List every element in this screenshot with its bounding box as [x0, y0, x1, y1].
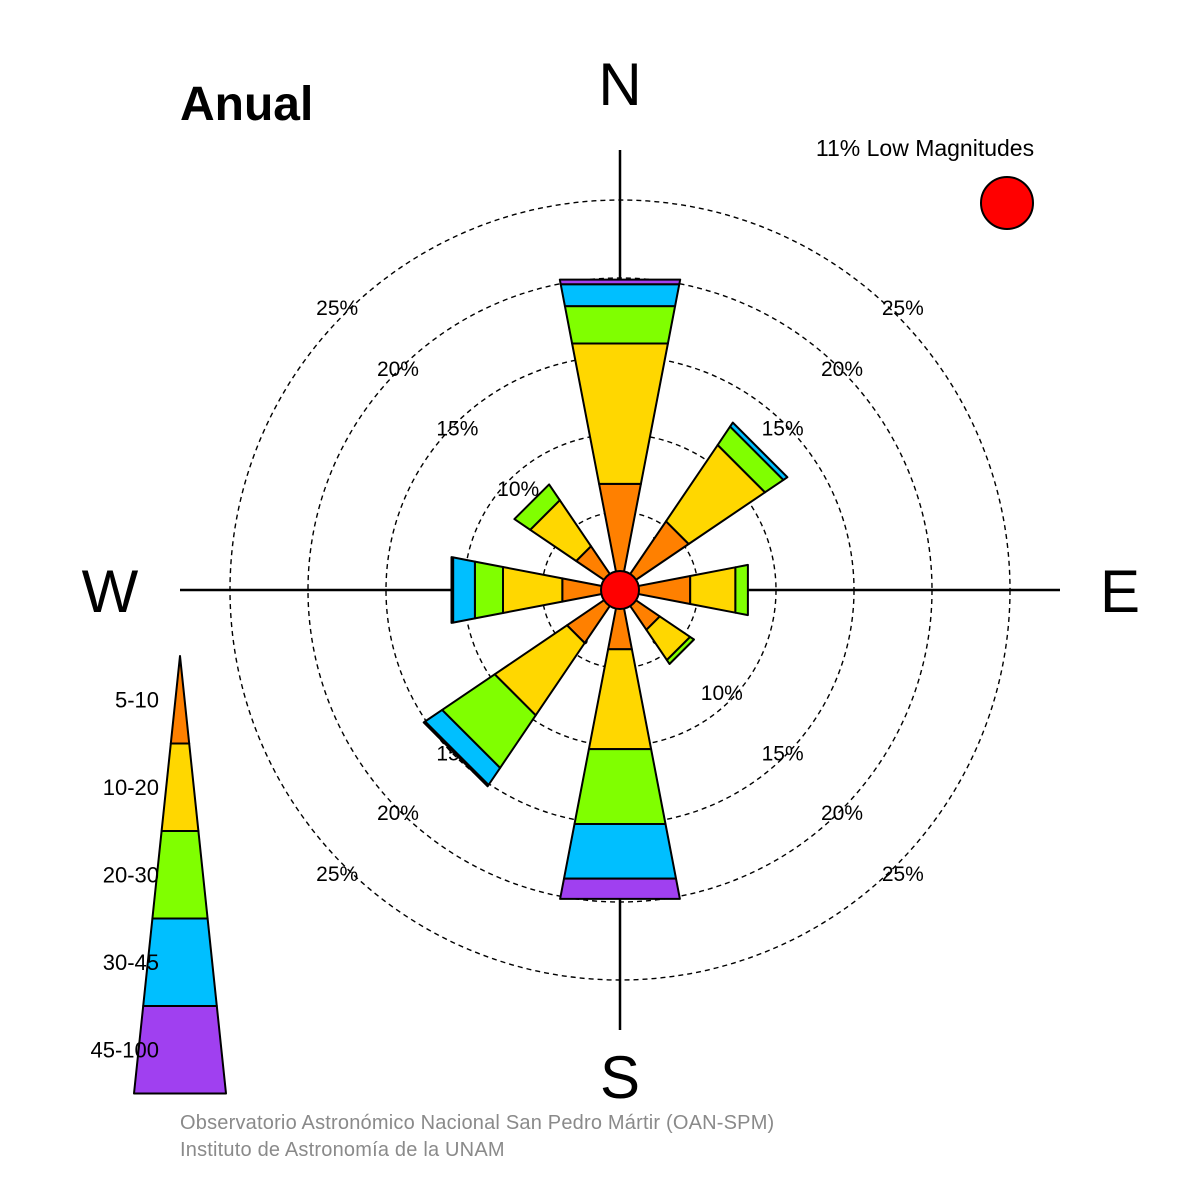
legend-label-10-20: 10-20: [103, 775, 159, 800]
calm-legend-dot: [980, 176, 1034, 230]
calm-label: 11% Low Magnitudes: [816, 135, 1034, 161]
cardinal-east: E: [1100, 558, 1140, 625]
petal-S-20-30: [573, 748, 667, 825]
petal-E-20-30: [734, 563, 749, 617]
credit-line-institute: Instituto de Astronomía de la UNAM: [180, 1139, 505, 1161]
petal-SE-10-20: [645, 615, 692, 662]
ring-label: 15%: [762, 417, 804, 440]
legend-swatch-20-30: [151, 830, 209, 920]
chart-title: Anual: [180, 78, 313, 131]
cardinal-south: S: [600, 1044, 640, 1111]
petal-NW-20-30: [513, 483, 561, 531]
petal-NE-30-45: [729, 421, 789, 481]
cardinal-west: W: [82, 558, 139, 625]
petal-W-10-20: [502, 566, 564, 614]
ring-label: 10%: [701, 682, 743, 705]
ring-label: 20%: [377, 802, 419, 825]
petal-S-30-45: [563, 823, 677, 880]
cardinal-north: N: [598, 51, 641, 118]
petal-S-45-100: [559, 877, 681, 900]
legend-swatch-10-20: [160, 742, 200, 832]
ring-label: 20%: [377, 358, 419, 381]
ring-label: 10%: [497, 478, 539, 501]
legend-label-5-10: 5-10: [115, 688, 159, 713]
speed-legend: 5-10 10-20 20-30 30-45 45-100: [90, 655, 227, 1095]
petal-SW-45-100: [422, 720, 490, 788]
legend-label-20-30: 20-30: [103, 863, 159, 888]
petal-W-45-100: [450, 556, 455, 624]
ring-label: 25%: [316, 863, 358, 886]
ring-label: 15%: [762, 743, 804, 766]
legend-swatch-5-10: [169, 655, 191, 745]
ring-label: 25%: [316, 297, 358, 320]
petal-W-30-45: [452, 556, 476, 624]
legend-label-30-45: 30-45: [103, 950, 159, 975]
petal-N-20-30: [563, 305, 677, 345]
legend-swatch-45-100: [133, 1005, 227, 1095]
ring-label: 15%: [436, 417, 478, 440]
ring-label: 20%: [821, 802, 863, 825]
legend-label-45-100: 45-100: [90, 1038, 159, 1063]
ring-label: 25%: [882, 863, 924, 886]
petal-SE-20-30: [665, 635, 695, 665]
credit-line-observatory: Observatorio Astronómico Nacional San Pe…: [180, 1112, 775, 1134]
petal-E-10-20: [689, 566, 737, 614]
petal-N-10-20: [571, 342, 669, 485]
calm-center-dot: [600, 570, 640, 610]
petal-N-30-45: [559, 283, 681, 308]
ring-label: 25%: [882, 297, 924, 320]
petal-N-45-100: [558, 278, 682, 286]
petal-W-20-30: [473, 560, 504, 620]
ring-label: 20%: [821, 358, 863, 381]
wind-petals: [422, 278, 789, 900]
